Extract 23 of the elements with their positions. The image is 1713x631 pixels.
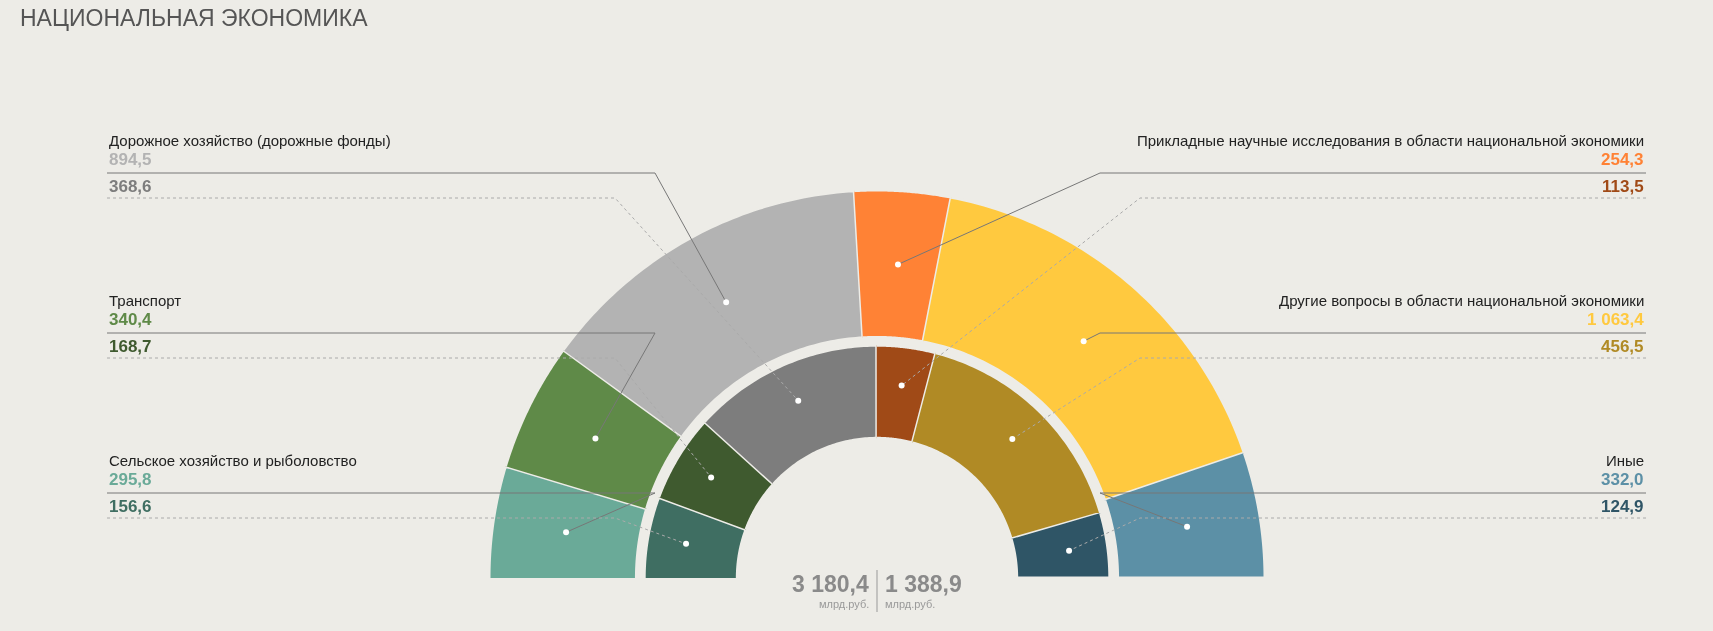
data-label: 113,5 xyxy=(1602,177,1644,196)
slice-label: Сельское хозяйство и рыболовство xyxy=(109,452,357,469)
slice-label: Другие вопросы в области национальной экономики xyxy=(1279,292,1645,309)
text: 1 388,9 xyxy=(885,571,962,597)
slice-label: Транспорт xyxy=(109,292,182,309)
text: млрд.руб. xyxy=(819,598,870,610)
data-label: 1 063,4 xyxy=(1587,310,1645,329)
data-label: 168,7 xyxy=(109,337,152,356)
data-label: 124,9 xyxy=(1601,497,1644,516)
chart-title: НАЦИОНАЛЬНАЯ ЭКОНОМИКА xyxy=(20,5,369,31)
data-label: 340,4 xyxy=(109,310,153,329)
slice-label: Дорожное хозяйство (дорожные фонды) xyxy=(109,132,391,149)
text: 3 180,4 xyxy=(792,571,869,597)
data-label: 156,6 xyxy=(109,497,152,516)
data-label: 368,6 xyxy=(109,177,152,196)
text: млрд.руб. xyxy=(885,598,936,610)
slice-label: Прикладные научные исследования в области национальной экономики xyxy=(1137,132,1645,149)
data-label: 894,5 xyxy=(109,150,152,169)
data-label: 254,3 xyxy=(1601,150,1644,169)
data-label: 456,5 xyxy=(1601,337,1644,356)
data-label: 295,8 xyxy=(109,470,152,489)
slice-label: Иные xyxy=(1606,452,1645,469)
data-label: 332,0 xyxy=(1601,470,1644,489)
